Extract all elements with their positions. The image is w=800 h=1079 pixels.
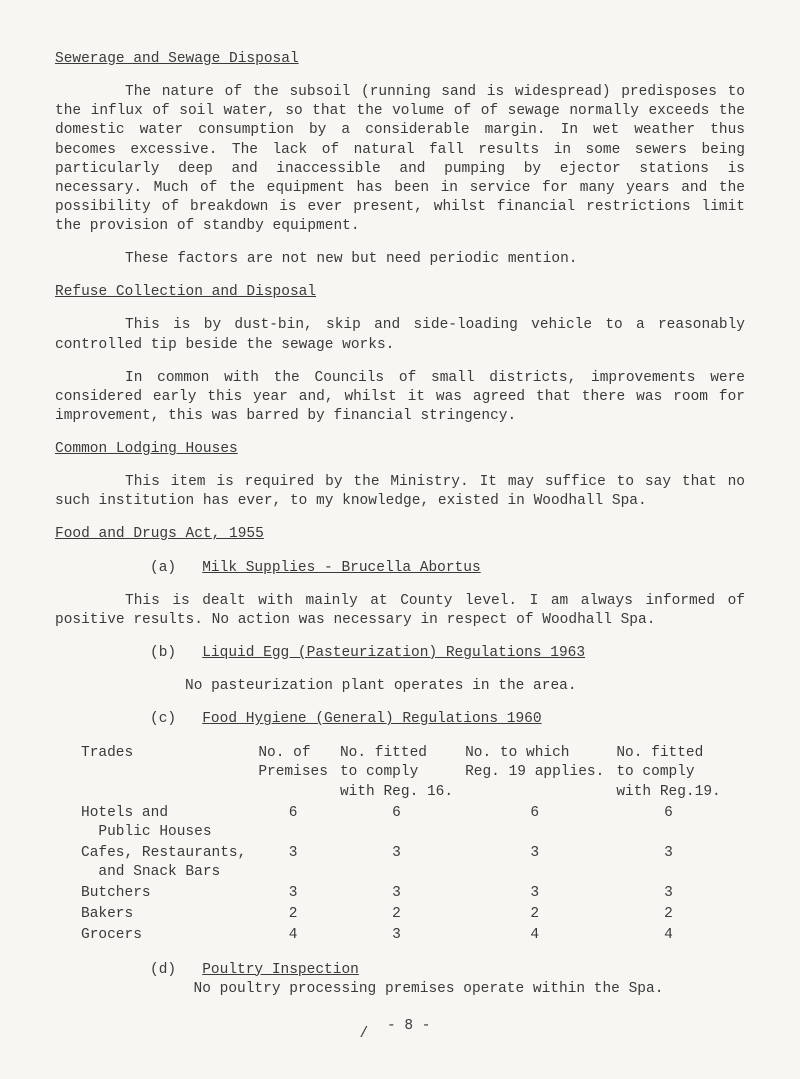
heading-refuse: Refuse Collection and Disposal xyxy=(55,283,745,302)
heading-sewerage: Sewerage and Sewage Disposal xyxy=(55,50,745,69)
page-number: / - 8 - xyxy=(55,1017,745,1036)
heading-lodging: Common Lodging Houses xyxy=(55,440,745,459)
title-c: Food Hygiene (General) Regulations 1960 xyxy=(202,711,541,727)
label-b: (b) xyxy=(150,645,176,661)
heading-food-drugs: Food and Drugs Act, 1955 xyxy=(55,525,745,544)
col-trades: Trades xyxy=(75,743,252,802)
label-d: (d) xyxy=(150,962,176,978)
title-d: Poultry Inspection xyxy=(202,962,359,978)
col-premises: No. ofPremises xyxy=(252,743,334,802)
title-b: Liquid Egg (Pasteurization) Regulations … xyxy=(202,645,585,661)
para-4: In common with the Councils of small dis… xyxy=(55,369,745,426)
label-c: (c) xyxy=(150,711,176,727)
table-row: Grocers 4 3 4 4 xyxy=(75,925,727,946)
table-row: Cafes, Restaurants, and Snack Bars 3 3 3… xyxy=(75,843,727,883)
item-d: (d) Poultry Inspection No poultry proces… xyxy=(150,961,745,999)
para-2: These factors are not new but need perio… xyxy=(55,250,745,269)
table-row: Butchers 3 3 3 3 xyxy=(75,883,727,904)
col-reg16: No. fittedto complywith Reg. 16. xyxy=(334,743,459,802)
para-3: This is by dust-bin, skip and side-loadi… xyxy=(55,316,745,354)
table-header: Trades No. ofPremises No. fittedto compl… xyxy=(75,743,727,802)
para-8: No poultry processing premises operate w… xyxy=(194,981,664,997)
label-a: (a) xyxy=(150,560,176,576)
para-6: This is dealt with mainly at County leve… xyxy=(55,592,745,630)
table-row: Hotels and Public Houses 6 6 6 6 xyxy=(75,803,727,843)
title-a: Milk Supplies - Brucella Abortus xyxy=(202,560,480,576)
col-reg19-comply: No. fittedto complywith Reg.19. xyxy=(610,743,726,802)
item-b: (b) Liquid Egg (Pasteurization) Regulati… xyxy=(150,644,745,663)
para-5: This item is required by the Ministry. I… xyxy=(55,473,745,511)
para-1: The nature of the subsoil (running sand … xyxy=(55,83,745,236)
col-reg19-applies: No. to whichReg. 19 applies. xyxy=(459,743,610,802)
hygiene-table: Trades No. ofPremises No. fittedto compl… xyxy=(75,743,727,946)
item-a: (a) Milk Supplies - Brucella Abortus xyxy=(150,559,745,578)
table-row: Bakers 2 2 2 2 xyxy=(75,904,727,925)
para-7: No pasteurization plant operates in the … xyxy=(185,677,745,696)
slash-mark: / xyxy=(360,1025,369,1044)
item-c: (c) Food Hygiene (General) Regulations 1… xyxy=(150,710,745,729)
